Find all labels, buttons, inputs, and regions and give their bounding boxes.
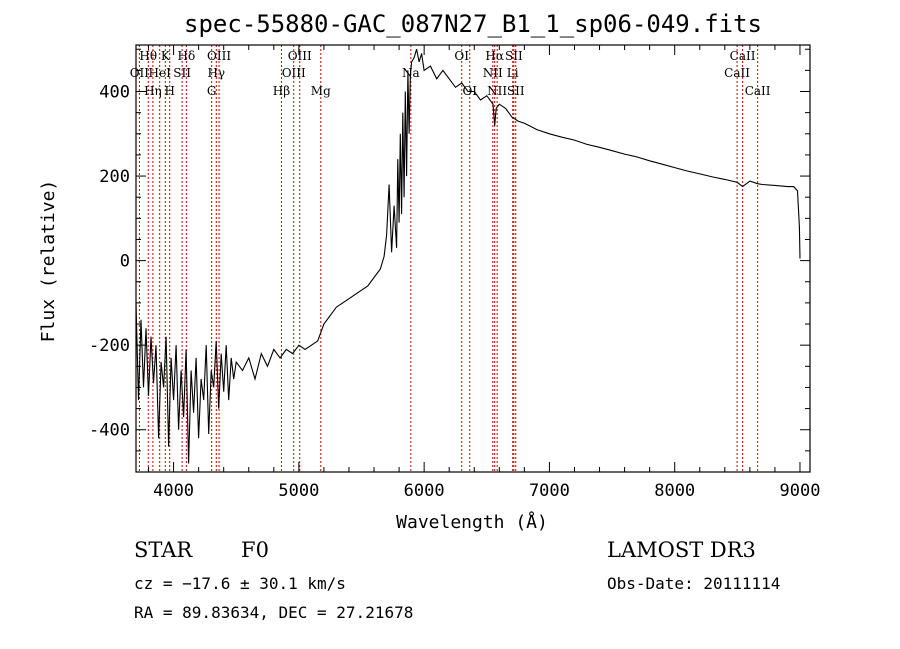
- x-tick-label: 9000: [780, 481, 821, 501]
- emission-line-markers: [138, 45, 759, 472]
- y-tick-label: 400: [99, 83, 130, 103]
- line-marker-label: HeI: [149, 66, 172, 80]
- y-tick-label: 0: [120, 252, 130, 272]
- chart-title: spec-55880-GAC_087N27_B1_1_sp06-049.fits: [184, 10, 762, 38]
- line-marker-label: CaII: [730, 49, 756, 63]
- x-tick-label: 5000: [278, 481, 319, 501]
- line-marker-label: K: [161, 49, 171, 63]
- line-marker-label: Li: [507, 66, 519, 80]
- line-marker-label: Mg: [311, 84, 331, 98]
- plot-frame: [135, 44, 811, 473]
- x-axis-label: Wavelength (Å): [396, 511, 548, 533]
- object-type: STAR: [134, 538, 193, 562]
- line-marker-label: Hγ: [207, 66, 225, 80]
- y-tick-label: -400: [89, 421, 130, 441]
- line-marker-label: SII: [505, 49, 523, 63]
- line-marker-label: Hδ: [178, 49, 196, 63]
- axis-ticks: 4000 5000 6000 7000 8000 9000 -400 -200 0 200 400: [89, 45, 820, 501]
- survey-name: LAMOST DR3: [607, 538, 756, 562]
- line-marker-label: CaII: [745, 84, 771, 98]
- line-marker-label: Hθ: [139, 49, 157, 63]
- y-axis-label: Flux (relative): [38, 180, 59, 343]
- y-tick-label: -200: [89, 336, 130, 356]
- x-tick-label: 4000: [153, 481, 194, 501]
- line-marker-label: OII: [130, 66, 150, 80]
- line-marker-label: NII: [483, 66, 503, 80]
- emission-line-labels: OIIHθHηHeIKHSIIHδGHγOIIIHβOIIIOIIIMgNaOI…: [130, 49, 771, 98]
- spectrum-line: [135, 49, 801, 464]
- x-tick-label: 6000: [404, 481, 445, 501]
- redshift-text: cz = −17.6 ± 30.1 km/s: [134, 574, 346, 593]
- line-marker-label: Hα: [485, 49, 504, 63]
- object-subclass: F0: [241, 538, 269, 562]
- line-marker-label: OIII: [207, 49, 231, 63]
- line-marker-label: NII: [487, 84, 507, 98]
- obs-date: Obs-Date: 20111114: [607, 574, 781, 593]
- line-marker-label: SII: [507, 84, 525, 98]
- coordinates-text: RA = 89.83634, DEC = 27.21678: [134, 603, 414, 622]
- line-marker-label: CaII: [724, 66, 750, 80]
- line-marker-label: G: [207, 84, 217, 98]
- x-tick-label: 8000: [654, 481, 695, 501]
- line-marker-label: OIII: [282, 66, 306, 80]
- line-marker-label: OIII: [288, 49, 312, 63]
- x-tick-label: 7000: [529, 481, 570, 501]
- y-tick-label: 200: [99, 167, 130, 187]
- line-marker-label: Hβ: [273, 84, 290, 98]
- line-marker-label: OI: [454, 49, 469, 63]
- line-marker-label: SII: [173, 66, 191, 80]
- line-marker-label: H: [164, 84, 174, 98]
- line-marker-label: Hη: [144, 84, 162, 98]
